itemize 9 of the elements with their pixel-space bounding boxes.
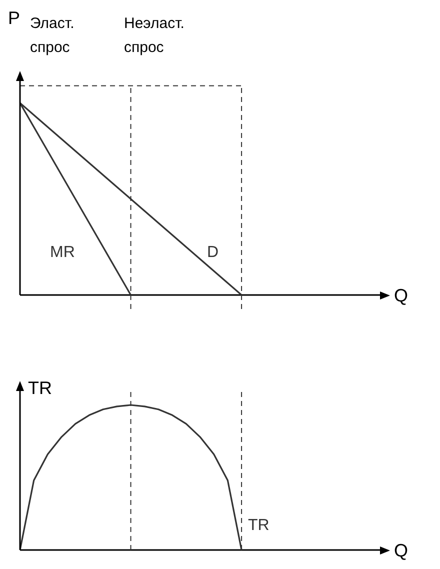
x-axis-title: Q	[394, 285, 408, 306]
y-axis-title: P	[8, 8, 20, 29]
text: Эласт. спрос	[30, 14, 76, 58]
series-label: MR	[50, 244, 75, 262]
series-label: D	[207, 244, 219, 262]
x-axis-title: Q	[394, 540, 408, 560]
series-label: TR	[248, 517, 270, 535]
text: Неэласт. спрос	[124, 14, 186, 58]
y-axis-title: TR	[28, 378, 52, 399]
